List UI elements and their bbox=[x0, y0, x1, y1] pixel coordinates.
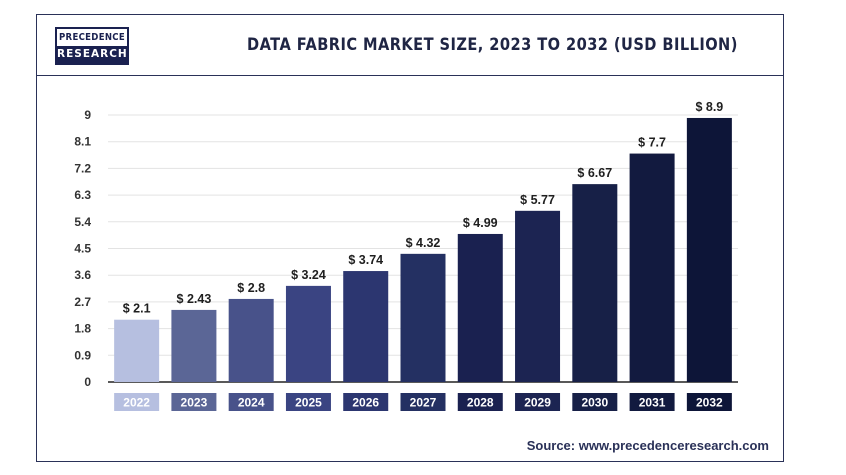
x-tick-label-2027: 2027 bbox=[410, 396, 437, 410]
bar-2028 bbox=[457, 233, 503, 382]
data-label-2022: $ 2.1 bbox=[123, 302, 151, 316]
category-box-2028 bbox=[457, 393, 503, 411]
x-tick-label-2029: 2029 bbox=[524, 396, 551, 410]
y-tick-label: 5.4 bbox=[74, 215, 91, 229]
category-box-2032 bbox=[686, 393, 732, 411]
bar-2029 bbox=[515, 210, 561, 382]
category-box-2025 bbox=[285, 393, 331, 411]
chart-title: DATA FABRIC MARKET SIZE, 2023 TO 2032 (U… bbox=[247, 35, 738, 55]
data-label-2029: $ 5.77 bbox=[520, 193, 555, 207]
x-tick-label-2026: 2026 bbox=[352, 396, 379, 410]
x-tick-label-2032: 2032 bbox=[696, 396, 723, 410]
header-divider bbox=[37, 75, 783, 76]
y-tick-label: 7.2 bbox=[74, 161, 91, 175]
data-label-2023: $ 2.43 bbox=[177, 292, 212, 306]
y-tick-label: 0 bbox=[84, 375, 91, 389]
data-label-2025: $ 3.24 bbox=[291, 268, 326, 282]
data-label-2028: $ 4.99 bbox=[463, 216, 498, 230]
category-box-2027 bbox=[400, 393, 446, 411]
bar-2030 bbox=[572, 184, 618, 382]
bar-2024 bbox=[228, 298, 274, 382]
category-box-2029 bbox=[515, 393, 561, 411]
source-text: Source: www.precedenceresearch.com bbox=[526, 438, 769, 453]
bar-2023 bbox=[171, 309, 217, 382]
y-tick-label: 2.7 bbox=[74, 295, 91, 309]
bar-2022 bbox=[114, 319, 160, 382]
y-tick-label: 0.9 bbox=[74, 348, 91, 362]
category-box-2030 bbox=[572, 393, 618, 411]
bar-2026 bbox=[343, 271, 389, 382]
bar-2032 bbox=[686, 117, 732, 382]
category-box-2031 bbox=[629, 393, 675, 411]
x-tick-label-2022: 2022 bbox=[123, 396, 150, 410]
y-tick-label: 8.1 bbox=[74, 135, 91, 149]
x-tick-label-2030: 2030 bbox=[581, 396, 608, 410]
category-box-2024 bbox=[228, 393, 274, 411]
logo-text-bottom: RESEARCH bbox=[57, 46, 127, 63]
y-tick-label: 6.3 bbox=[74, 188, 91, 202]
x-tick-label-2023: 2023 bbox=[181, 396, 208, 410]
data-label-2024: $ 2.8 bbox=[237, 281, 265, 295]
data-label-2026: $ 3.74 bbox=[348, 253, 383, 267]
x-tick-label-2024: 2024 bbox=[238, 396, 265, 410]
category-box-2026 bbox=[343, 393, 389, 411]
data-label-2031: $ 7.7 bbox=[638, 136, 666, 150]
logo-text-top: PRECEDENCE bbox=[59, 32, 125, 43]
y-tick-label: 1.8 bbox=[74, 322, 91, 336]
data-label-2027: $ 4.32 bbox=[406, 236, 441, 250]
bar-2031 bbox=[629, 153, 675, 382]
category-box-2022 bbox=[114, 393, 160, 411]
category-box-2023 bbox=[171, 393, 217, 411]
x-tick-label-2025: 2025 bbox=[295, 396, 322, 410]
y-tick-label: 3.6 bbox=[74, 268, 91, 282]
bar-2025 bbox=[285, 285, 331, 382]
x-tick-label-2028: 2028 bbox=[467, 396, 494, 410]
y-tick-label: 9 bbox=[84, 108, 91, 122]
bar-2027 bbox=[400, 253, 446, 382]
precedence-research-logo: PRECEDENCE RESEARCH bbox=[55, 27, 129, 65]
data-label-2030: $ 6.67 bbox=[577, 166, 612, 180]
x-tick-label-2031: 2031 bbox=[639, 396, 666, 410]
data-label-2032: $ 8.9 bbox=[695, 100, 723, 114]
y-tick-label: 4.5 bbox=[74, 242, 91, 256]
